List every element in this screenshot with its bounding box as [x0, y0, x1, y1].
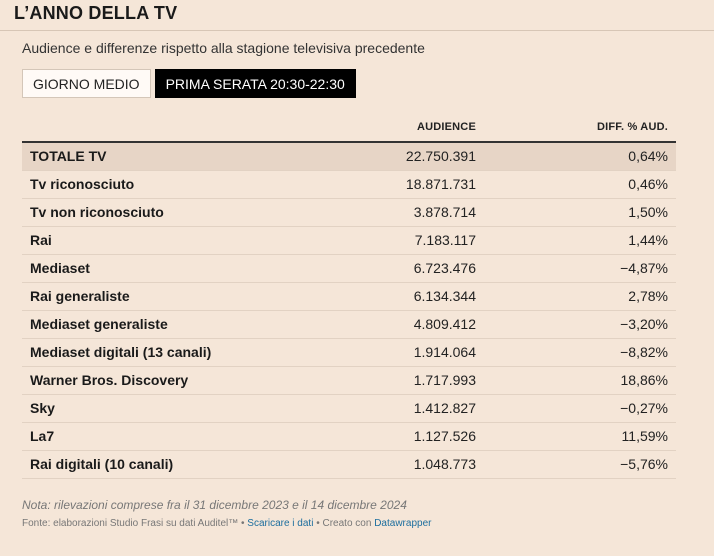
- tab-prima-serata[interactable]: PRIMA SERATA 20:30-22:30: [154, 69, 356, 98]
- download-data-link[interactable]: Scaricare i dati: [247, 518, 314, 529]
- table-row: Rai digitali (10 canali) 1.048.773 −5,76%: [22, 450, 676, 479]
- table-row: Mediaset generaliste 4.809.412 −3,20%: [22, 310, 676, 339]
- row-diff: 18,86%: [484, 366, 676, 395]
- row-name: Mediaset digitali (13 canali): [22, 338, 292, 367]
- row-audience: 1.048.773: [292, 450, 484, 479]
- title-divider: [0, 30, 714, 31]
- table-row: Rai 7.183.117 1,44%: [22, 226, 676, 255]
- row-name: Tv riconosciuto: [22, 170, 292, 199]
- row-diff: −8,82%: [484, 338, 676, 367]
- row-diff: 1,50%: [484, 198, 676, 227]
- row-name: Rai digitali (10 canali): [22, 450, 292, 479]
- table-body: TOTALE TV 22.750.391 0,64% Tv riconosciuto 1…: [22, 142, 676, 479]
- table-row: Mediaset 6.723.476 −4,87%: [22, 254, 676, 283]
- row-audience: 1.127.526: [292, 422, 484, 451]
- table-row: La7 1.127.526 11,59%: [22, 422, 676, 451]
- row-audience: 1.717.993: [292, 366, 484, 395]
- row-audience: 1.412.827: [292, 394, 484, 423]
- table-row: Tv riconosciuto 18.871.731 0,46%: [22, 170, 676, 199]
- column-header-name: [22, 113, 292, 143]
- row-diff: −4,87%: [484, 254, 676, 283]
- row-name: TOTALE TV: [22, 142, 292, 171]
- row-name: Warner Bros. Discovery: [22, 366, 292, 395]
- row-diff: 0,64%: [484, 142, 676, 171]
- tab-giorno-medio[interactable]: GIORNO MEDIO: [22, 69, 151, 98]
- audience-table: AUDIENCE DIFF. % AUD. TOTALE TV 22.750.39…: [22, 113, 676, 479]
- row-audience: 6.134.344: [292, 282, 484, 311]
- row-name: Tv non riconosciuto: [22, 198, 292, 227]
- row-diff: −0,27%: [484, 394, 676, 423]
- row-audience: 3.878.714: [292, 198, 484, 227]
- table-row: Warner Bros. Discovery 1.717.993 18,86%: [22, 366, 676, 395]
- row-audience: 18.871.731: [292, 170, 484, 199]
- row-diff: 1,44%: [484, 226, 676, 255]
- table-header-row: AUDIENCE DIFF. % AUD.: [22, 113, 676, 143]
- table-row: Tv non riconosciuto 3.878.714 1,50%: [22, 198, 676, 227]
- row-diff: −5,76%: [484, 450, 676, 479]
- source-prefix: Fonte: elaborazioni Studio Frasi su dati…: [22, 518, 248, 529]
- view-tabs: GIORNO MEDIO PRIMA SERATA 20:30-22:30: [22, 69, 356, 98]
- row-name: Mediaset generaliste: [22, 310, 292, 339]
- chart-title: L’ANNO DELLA TV: [14, 3, 178, 23]
- chart-source: Fonte: elaborazioni Studio Frasi su dati…: [22, 518, 431, 529]
- row-name: Sky: [22, 394, 292, 423]
- column-header-diff: DIFF. % AUD.: [484, 113, 676, 143]
- row-diff: −3,20%: [484, 310, 676, 339]
- table-row: TOTALE TV 22.750.391 0,64%: [22, 142, 676, 171]
- row-name: La7: [22, 422, 292, 451]
- table-row: Mediaset digitali (13 canali) 1.914.064 −8…: [22, 338, 676, 367]
- row-audience: 7.183.117: [292, 226, 484, 255]
- row-diff: 0,46%: [484, 170, 676, 199]
- row-diff: 11,59%: [484, 422, 676, 451]
- row-name: Rai generaliste: [22, 282, 292, 311]
- row-audience: 6.723.476: [292, 254, 484, 283]
- chart-note: Nota: rilevazioni comprese fra il 31 dic…: [22, 498, 407, 512]
- row-name: Mediaset: [22, 254, 292, 283]
- row-audience: 4.809.412: [292, 310, 484, 339]
- table-row: Sky 1.412.827 −0,27%: [22, 394, 676, 423]
- row-diff: 2,78%: [484, 282, 676, 311]
- source-middle: • Creato con: [313, 518, 375, 529]
- row-audience: 1.914.064: [292, 338, 484, 367]
- chart-subtitle: Audience e differenze rispetto alla stag…: [22, 40, 425, 56]
- table-row: Rai generaliste 6.134.344 2,78%: [22, 282, 676, 311]
- column-header-audience: AUDIENCE: [292, 113, 484, 143]
- datawrapper-link[interactable]: Datawrapper: [374, 518, 432, 529]
- row-name: Rai: [22, 226, 292, 255]
- row-audience: 22.750.391: [292, 142, 484, 171]
